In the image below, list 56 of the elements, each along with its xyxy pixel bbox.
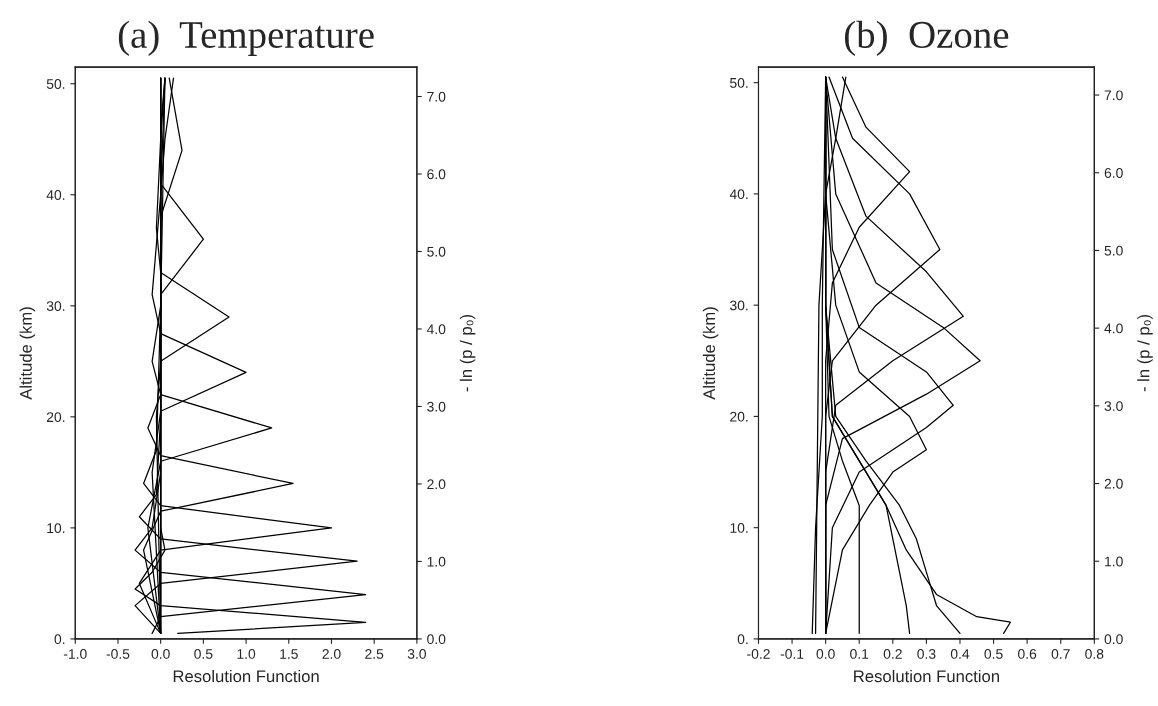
x-tick-label: 0.6 xyxy=(1018,649,1037,659)
y-axis-title: Altitude (km) xyxy=(19,307,36,400)
y-tick-label: 0. xyxy=(54,634,65,645)
y2-tick-label: 0.0 xyxy=(1104,634,1123,645)
x-tick-label: 2.0 xyxy=(322,649,341,659)
y2-tick-label: 5.0 xyxy=(427,246,446,257)
x-tick-label: 0.3 xyxy=(917,649,936,659)
x-tick-label: 1.5 xyxy=(280,649,298,659)
x-tick-label: 0.8 xyxy=(1085,649,1104,659)
x-tick-label: 0.0 xyxy=(151,649,170,659)
y2-tick-label: 0.0 xyxy=(427,634,446,645)
x-tick-label: -0.5 xyxy=(106,649,130,659)
x-tick-label: 3.0 xyxy=(407,649,426,659)
y-tick-label: 40. xyxy=(46,190,65,200)
x-tick-label: 0.0 xyxy=(816,649,835,659)
x-tick-label: -0.1 xyxy=(780,649,804,659)
y2-tick-label: 5.0 xyxy=(1104,245,1123,256)
y2-axis-title: - ln (p / p₀) xyxy=(459,314,476,392)
y-axis-title: Altitude (km) xyxy=(702,307,719,400)
y2-tick-label: 6.0 xyxy=(1104,168,1123,178)
y-tick-label: 50. xyxy=(46,79,65,89)
x-tick-label: 0.7 xyxy=(1051,649,1070,659)
x-tick-label: 0.1 xyxy=(850,649,869,659)
y2-tick-label: 1.0 xyxy=(1105,556,1123,567)
x-tick-label: -1.0 xyxy=(63,649,87,659)
y-tick-label: 10. xyxy=(47,523,65,534)
y-tick-label: 20. xyxy=(46,412,65,423)
y-tick-label: 30. xyxy=(729,300,748,311)
x-tick-label: 0.5 xyxy=(194,649,213,659)
x-tick-label: -0.2 xyxy=(747,649,770,659)
y2-tick-label: 3.0 xyxy=(1104,401,1123,411)
y-tick-label: 30. xyxy=(46,301,65,311)
y-tick-label: 50. xyxy=(730,77,748,88)
y2-tick-label: 2.0 xyxy=(427,479,446,490)
x-tick-label: 0.4 xyxy=(950,649,970,659)
y2-tick-label: 1.0 xyxy=(427,556,446,567)
x-axis-title: Resolution Function xyxy=(173,669,319,683)
y2-tick-label: 7.0 xyxy=(427,91,446,102)
y-tick-label: 20. xyxy=(730,411,748,422)
y2-axis-title: - ln (p / p₀) xyxy=(1137,314,1153,392)
y2-tick-label: 4.0 xyxy=(1104,323,1123,334)
y2-tick-label: 7.0 xyxy=(1104,90,1123,101)
x-tick-label: 0.5 xyxy=(984,649,1003,659)
x-tick-label: 2.5 xyxy=(365,649,384,659)
y2-tick-label: 4.0 xyxy=(426,324,446,335)
y-tick-label: 0. xyxy=(737,634,748,645)
x-tick-label: 0.2 xyxy=(883,649,902,659)
y2-tick-label: 6.0 xyxy=(427,169,446,180)
y2-tick-label: 3.0 xyxy=(427,401,446,412)
y-tick-label: 40. xyxy=(729,189,748,200)
x-tick-label: 1.0 xyxy=(237,649,256,659)
chart-title: (a) Temperature xyxy=(118,20,374,56)
chart-title: (b) Ozone xyxy=(844,20,1009,56)
y2-tick-label: 2.0 xyxy=(1104,478,1123,489)
y-tick-label: 10. xyxy=(730,523,748,533)
x-axis-title: Resolution Function xyxy=(854,669,999,683)
